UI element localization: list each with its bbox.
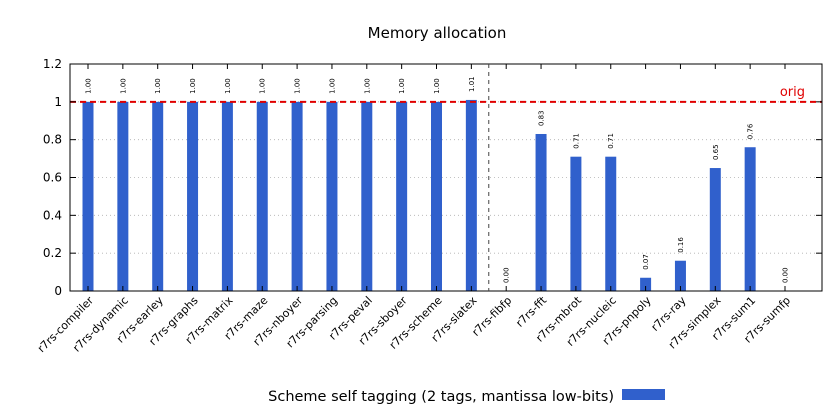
y-tick-label: 1 [54, 95, 62, 109]
chart-title: Memory allocation [368, 24, 507, 42]
bar-r7rs-graphs [187, 101, 199, 291]
data-label: 1.00 [224, 78, 232, 94]
data-label: 0.16 [677, 237, 685, 253]
data-label: 0.00 [782, 267, 790, 283]
bar-r7rs-sum1 [744, 147, 756, 291]
bar-r7rs-nucleic [605, 156, 617, 291]
legend-label: Scheme self tagging (2 tags, mantissa lo… [268, 389, 614, 405]
bar-r7rs-scheme [431, 101, 442, 291]
y-tick-label: 0.8 [43, 133, 62, 147]
data-label: 1.00 [433, 78, 441, 94]
bar-r7rs-mbrot [570, 156, 582, 291]
data-label: 0.83 [538, 110, 546, 126]
bar-r7rs-parsing [326, 101, 338, 291]
data-label: 1.00 [189, 78, 197, 94]
bar-r7rs-fft [535, 133, 547, 291]
x-axis-ticks: r7rs-compilerr7rs-dynamicr7rs-earleyr7rs… [35, 64, 793, 355]
data-label: 1.00 [154, 78, 162, 94]
data-label: 0.71 [607, 133, 615, 149]
bar-r7rs-compiler [82, 101, 94, 291]
bars [82, 99, 756, 291]
bar-r7rs-nboyer [291, 101, 303, 291]
bar-r7rs-peval [361, 101, 373, 291]
y-axis-ticks: 0 0.2 0.4 0.6 0.8 1 1.2 [43, 57, 822, 298]
y-tick-label: 0 [54, 284, 62, 298]
data-label: 1.00 [119, 78, 127, 94]
data-label: 1.00 [328, 78, 336, 94]
data-label: 0.65 [712, 144, 720, 160]
y-tick-label: 0.6 [43, 171, 62, 185]
bar-r7rs-dynamic [117, 101, 129, 291]
y-tick-label: 0.4 [43, 208, 62, 222]
data-label: 0.71 [572, 133, 580, 149]
bar-r7rs-pnpoly [640, 277, 652, 291]
data-label: 1.00 [85, 78, 93, 94]
bar-r7rs-simplex [709, 168, 721, 291]
bar-r7rs-earley [152, 101, 164, 291]
data-label: 1.00 [259, 78, 267, 94]
legend: Scheme self tagging (2 tags, mantissa lo… [268, 389, 665, 405]
grid-lines [70, 101, 822, 254]
data-label: 0.76 [747, 123, 755, 139]
data-label: 1.01 [468, 76, 476, 92]
bar-r7rs-ray [674, 260, 686, 291]
orig-label: orig [780, 85, 805, 100]
reference-line: orig [70, 85, 822, 103]
bar-r7rs-maze [256, 101, 268, 291]
y-tick-label: 1.2 [43, 57, 62, 71]
data-label: 1.00 [294, 78, 302, 94]
y-tick-label: 0.2 [43, 246, 62, 260]
legend-swatch [622, 389, 665, 400]
data-labels: 1.00 1.00 1.00 1.00 1.00 1.00 1.00 1.00 1.00 1.00… [85, 76, 790, 283]
data-label: 0.00 [503, 267, 511, 283]
bar-r7rs-slatex [465, 99, 477, 291]
data-label: 1.00 [398, 78, 406, 94]
bar-r7rs-sboyer [396, 101, 408, 291]
data-label: 1.00 [363, 78, 371, 94]
data-label: 0.07 [642, 254, 650, 270]
bar-r7rs-matrix [221, 101, 233, 291]
